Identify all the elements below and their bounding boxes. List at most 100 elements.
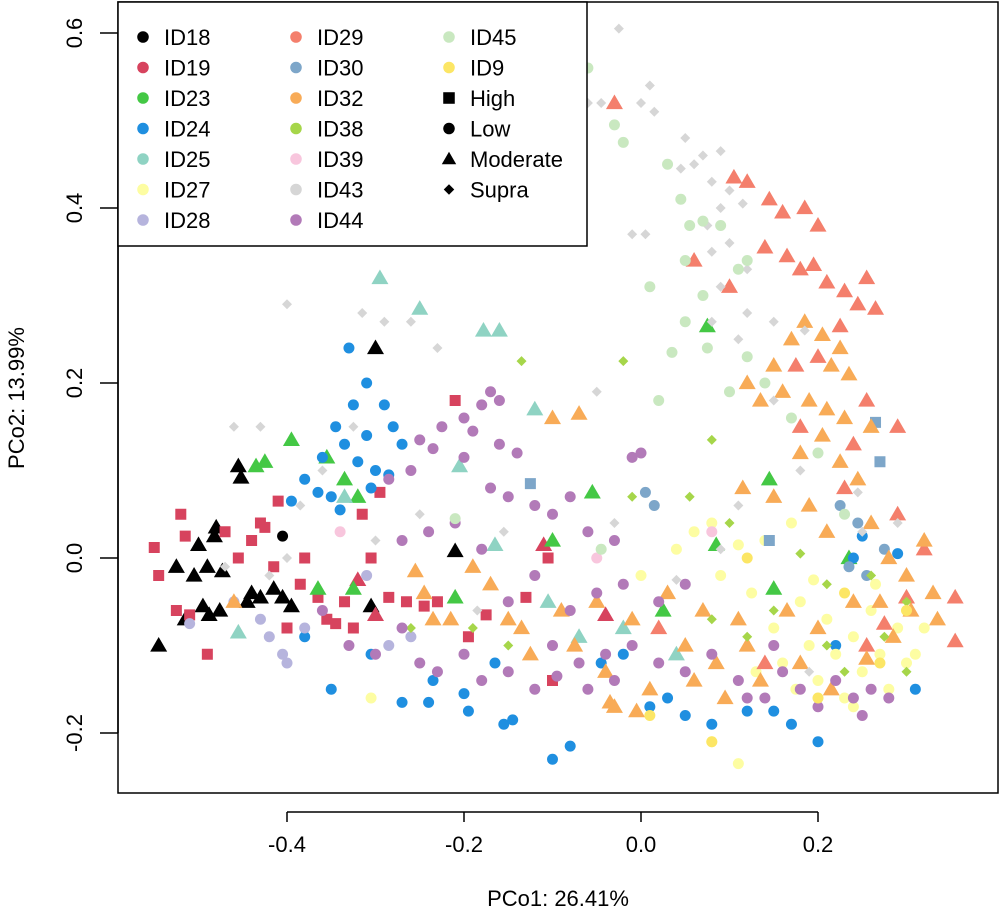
data-point xyxy=(791,418,809,433)
data-point xyxy=(765,580,783,595)
data-point xyxy=(684,220,696,231)
data-point xyxy=(928,610,946,626)
data-point xyxy=(724,518,735,528)
data-point xyxy=(153,570,165,581)
data-point xyxy=(325,491,337,503)
legend-symbol xyxy=(137,92,149,104)
legend-symbol xyxy=(137,214,149,226)
data-point xyxy=(812,736,824,748)
data-point xyxy=(787,357,805,372)
data-point xyxy=(880,549,898,565)
data-point xyxy=(653,395,665,406)
legend-label: ID18 xyxy=(164,25,210,50)
x-axis-title: PCo1: 26.41% xyxy=(487,886,629,911)
legend-label: High xyxy=(470,86,515,111)
data-point xyxy=(715,570,727,581)
data-point xyxy=(694,602,712,617)
data-point xyxy=(184,609,196,621)
legend-label: ID39 xyxy=(317,147,363,172)
legend-label: ID9 xyxy=(470,56,504,81)
data-point xyxy=(732,539,744,551)
legend-label: Low xyxy=(470,117,510,142)
data-point xyxy=(653,596,665,608)
data-point xyxy=(564,491,576,503)
data-point xyxy=(741,705,753,717)
data-point xyxy=(840,365,858,381)
data-point xyxy=(431,666,443,678)
data-point xyxy=(595,543,607,555)
data-point xyxy=(706,517,718,529)
data-point xyxy=(715,544,726,555)
data-point xyxy=(671,574,682,585)
legend-symbol xyxy=(443,92,455,104)
data-point xyxy=(808,574,820,586)
legend-symbol xyxy=(290,92,302,104)
data-point xyxy=(414,509,425,520)
data-point xyxy=(414,657,426,669)
legend-symbol xyxy=(290,61,302,74)
data-point xyxy=(644,80,655,91)
data-point xyxy=(516,356,527,367)
data-point xyxy=(387,421,399,433)
data-point xyxy=(415,584,433,600)
data-point xyxy=(277,530,289,542)
data-point xyxy=(946,632,964,648)
data-point xyxy=(818,400,836,416)
data-point xyxy=(915,540,933,556)
data-point xyxy=(406,562,424,578)
data-point xyxy=(251,588,269,604)
data-point xyxy=(924,584,942,600)
data-point xyxy=(175,508,187,520)
legend-symbol xyxy=(443,61,455,74)
data-point xyxy=(640,229,651,240)
data-point xyxy=(596,98,607,108)
data-point xyxy=(200,606,218,621)
data-point xyxy=(796,199,814,215)
data-point xyxy=(383,591,395,603)
data-point xyxy=(458,648,470,660)
x-tick-label: -0.2 xyxy=(445,832,483,857)
data-point xyxy=(878,543,890,555)
data-point xyxy=(614,619,632,635)
legend-symbol xyxy=(290,183,302,196)
x-tick-label: 0.2 xyxy=(803,832,834,857)
data-point xyxy=(898,588,915,604)
legend-label: ID43 xyxy=(317,178,363,203)
data-point xyxy=(312,486,324,498)
data-point xyxy=(458,412,470,424)
data-point xyxy=(862,514,880,530)
data-point xyxy=(822,357,840,372)
data-point xyxy=(597,606,615,621)
data-point xyxy=(865,683,877,695)
data-point xyxy=(716,689,734,705)
data-point xyxy=(476,543,488,555)
data-point xyxy=(423,696,435,708)
legend-symbol xyxy=(443,31,455,43)
data-point xyxy=(220,561,231,572)
data-point xyxy=(617,136,629,148)
data-point xyxy=(706,434,717,445)
data-point xyxy=(884,628,902,643)
data-point xyxy=(414,434,426,446)
data-point xyxy=(334,526,346,538)
data-point xyxy=(849,470,867,486)
data-point xyxy=(774,203,792,219)
data-point xyxy=(312,591,324,603)
data-point xyxy=(858,269,876,285)
legend-label: ID29 xyxy=(317,25,363,50)
data-point xyxy=(768,316,779,327)
data-point xyxy=(871,593,889,608)
data-point xyxy=(361,430,373,441)
data-point xyxy=(211,602,229,617)
data-point xyxy=(507,714,519,726)
data-point xyxy=(490,322,508,337)
data-point xyxy=(821,579,832,590)
data-point xyxy=(644,281,656,293)
data-point xyxy=(679,710,691,721)
data-point xyxy=(282,431,300,446)
data-point xyxy=(148,542,160,553)
data-point xyxy=(498,718,510,730)
data-point xyxy=(626,640,638,651)
data-point xyxy=(396,696,408,708)
data-point xyxy=(858,650,876,665)
